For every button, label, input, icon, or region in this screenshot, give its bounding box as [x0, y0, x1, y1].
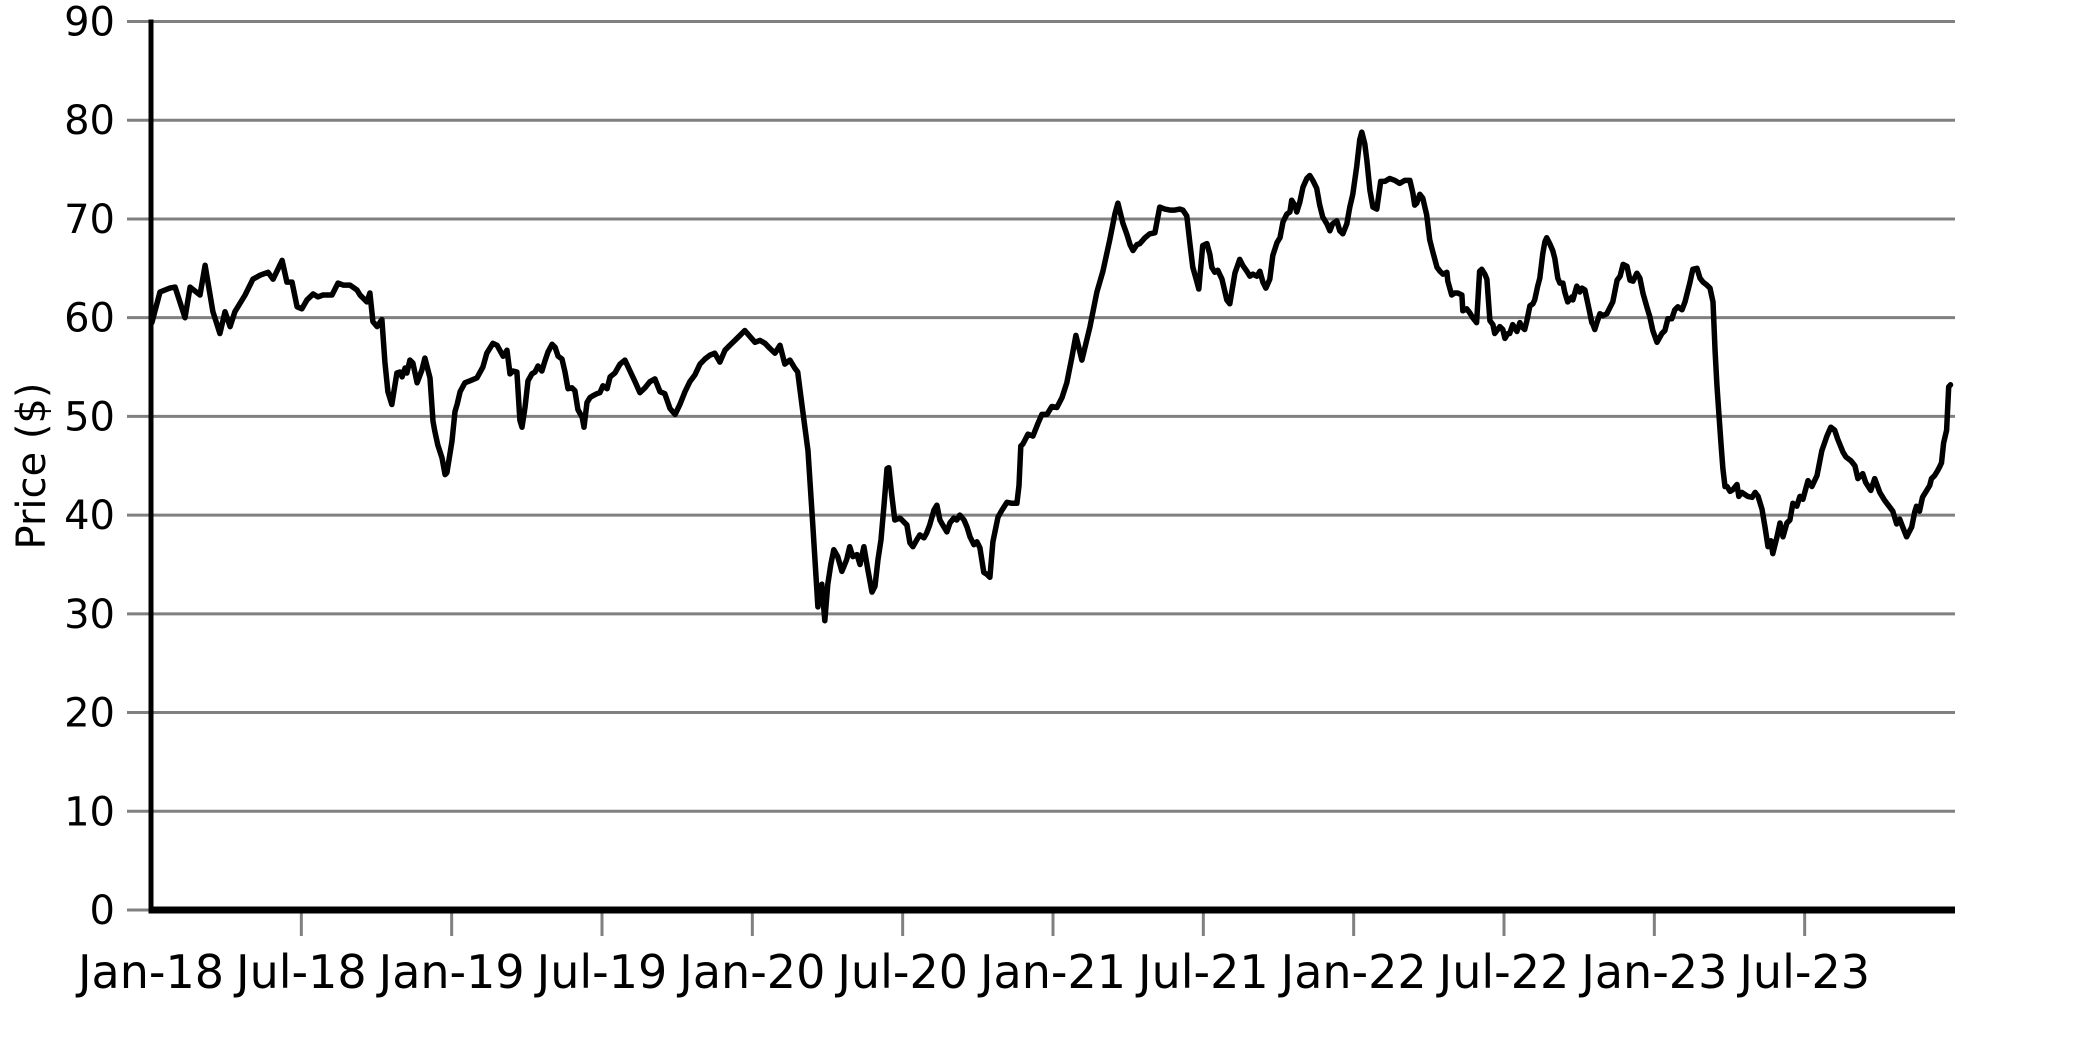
y-tick-label: 0 — [90, 888, 115, 934]
data-series — [149, 129, 1954, 624]
gridlines — [151, 20, 1955, 813]
x-tick-label: Jan-22 — [1278, 945, 1427, 999]
y-tick-label: 40 — [64, 493, 115, 539]
y-tick-label: 10 — [64, 789, 115, 835]
y-tick-label: 20 — [64, 691, 115, 737]
x-tick-label: Jan-23 — [1578, 945, 1727, 999]
y-tick-label: 50 — [64, 394, 115, 440]
x-tick-label: Jul-21 — [1135, 945, 1269, 999]
x-tick-label: Jan-20 — [676, 945, 825, 999]
x-tick-label: Jul-23 — [1736, 945, 1870, 999]
x-tick-label: Jan-19 — [376, 945, 525, 999]
x-tick-label: Jan-21 — [977, 945, 1126, 999]
axis-ticks — [127, 20, 1807, 936]
x-tick-label: Jul-20 — [834, 945, 968, 999]
price-series-line — [149, 129, 1954, 624]
y-tick-label: 70 — [64, 197, 115, 243]
y-tick-label: 80 — [64, 98, 115, 144]
y-axis-label: Price ($) — [9, 383, 55, 550]
x-tick-label: Jul-22 — [1436, 945, 1570, 999]
x-tick-label: Jan-18 — [75, 945, 224, 999]
y-tick-label: 90 — [64, 0, 115, 46]
x-tick-label: Jul-19 — [534, 945, 668, 999]
x-tick-label: Jul-18 — [233, 945, 367, 999]
y-tick-label: 60 — [64, 296, 115, 342]
y-tick-label: 30 — [64, 592, 115, 638]
axis-spines — [148, 19, 1955, 914]
